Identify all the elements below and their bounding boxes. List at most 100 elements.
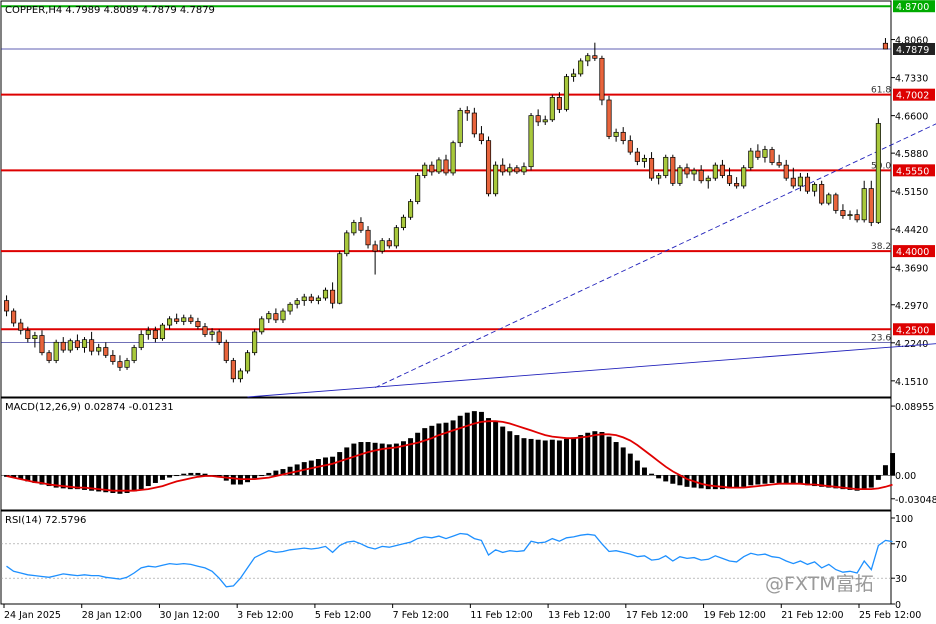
macd-histogram-bar: [131, 475, 137, 492]
macd-histogram-bar: [400, 441, 406, 476]
candle-bull: [301, 296, 307, 301]
macd-histogram-bar: [861, 475, 867, 490]
macd-histogram-bar: [571, 437, 577, 476]
price-panel-title: COPPER,H4 4.7989 4.8089 4.7879 4.7879: [5, 5, 215, 16]
macd-histogram-bar: [74, 475, 80, 490]
candle-bear: [556, 97, 562, 110]
macd-histogram-bar: [805, 475, 810, 486]
macd-histogram-bar: [25, 475, 31, 482]
macd-histogram-bar: [53, 475, 59, 488]
macd-histogram-bar: [429, 425, 435, 476]
macd-histogram-bar: [882, 465, 888, 476]
candle-bear: [819, 184, 825, 204]
macd-histogram-bar: [649, 473, 655, 476]
price-plot-area: [0, 0, 892, 398]
candle-bull: [450, 142, 456, 174]
candle-bull: [861, 188, 867, 221]
candle-bear: [649, 158, 655, 179]
time-axis-label: 21 Feb 12:00: [781, 610, 843, 621]
macd-histogram-bar: [500, 426, 506, 476]
candle-bull: [663, 156, 669, 176]
macd-histogram-bar: [124, 475, 130, 494]
macd-histogram-bar: [96, 475, 102, 492]
price-axis-label: 4.5150: [895, 187, 928, 198]
candle-bull: [393, 227, 399, 247]
price-axis-label: 4.6600: [895, 112, 928, 123]
candle-bull: [237, 370, 243, 380]
candle-bull: [315, 297, 321, 301]
candle-bear: [273, 313, 279, 321]
rsi-axis-label: 70: [895, 540, 907, 551]
macd-histogram-bar: [195, 472, 201, 476]
candle-bear: [620, 131, 626, 141]
macd-panel: 0.08955 0.00 -0.03048: [0, 397, 936, 511]
macd-histogram-bar: [471, 411, 477, 476]
candle-bull: [209, 331, 215, 335]
macd-histogram-bar: [358, 442, 364, 476]
price-tag-box: [893, 245, 935, 258]
macd-axis-label: -0.03048: [895, 495, 936, 506]
candle-bull: [578, 60, 584, 75]
candle-bull: [181, 317, 187, 322]
price-axis-label: 4.8060: [895, 36, 928, 47]
macd-histogram-bar: [727, 475, 733, 489]
macd-histogram-bar: [415, 432, 421, 476]
macd-histogram-bar: [634, 460, 640, 476]
time-axis: 24 Jan 2025 28 Jan 12:00 30 Jan 12:00 3 Feb…: [3, 604, 921, 621]
macd-histogram-bar: [627, 453, 633, 476]
candle-bear: [39, 335, 45, 354]
macd-histogram-bar: [641, 467, 647, 476]
candle-bull: [762, 149, 768, 158]
macd-histogram-bar: [436, 423, 442, 476]
macd-histogram-bar: [46, 475, 52, 487]
candle-bear: [103, 347, 109, 356]
macd-histogram-bar: [372, 442, 378, 476]
candle-bear: [60, 341, 66, 351]
candle-bear: [188, 317, 194, 322]
macd-histogram-bar: [741, 475, 747, 487]
candle-bear: [734, 183, 740, 187]
candle-bear: [514, 167, 520, 173]
macd-histogram-bar: [847, 475, 853, 490]
price-axis-label: 4.3690: [895, 263, 928, 274]
time-axis-label: 19 Feb 12:00: [704, 610, 766, 621]
candle-bull: [656, 175, 662, 179]
time-axis-label: 3 Feb 12:00: [237, 610, 293, 621]
macd-histogram-bar: [181, 473, 187, 476]
candle-bear: [471, 112, 477, 135]
macd-histogram-bar: [542, 440, 548, 476]
candle-bear: [386, 240, 392, 247]
macd-histogram-bar: [386, 444, 392, 476]
candle-bear: [840, 210, 846, 217]
candle-bear: [882, 42, 889, 50]
macd-histogram-bar: [486, 418, 492, 476]
macd-signal-line: [6, 420, 893, 492]
rsi-axis-label: 0: [895, 600, 901, 611]
macd-histogram-bar: [776, 475, 782, 483]
price-tag-label: 4.7002: [896, 91, 929, 102]
macd-histogram-bar: [790, 475, 796, 484]
macd-histogram-bar: [103, 475, 109, 493]
candle-bull: [266, 313, 272, 320]
candle-bear: [606, 99, 612, 137]
candle-bear: [868, 188, 874, 223]
candle-bull: [705, 177, 711, 182]
rsi-panel-title: RSI(14) 72.5796: [5, 515, 86, 526]
macd-histogram-bar: [337, 452, 343, 476]
candle-bull: [408, 201, 414, 218]
macd-histogram-bar: [507, 431, 513, 476]
candle-bull: [677, 167, 683, 184]
candle-bull: [542, 119, 548, 123]
macd-histogram-bar: [323, 457, 328, 476]
candle-bull: [422, 164, 428, 176]
candle-bull: [797, 176, 803, 187]
candle-bull: [748, 150, 754, 169]
macd-histogram-bar: [698, 475, 704, 489]
macd-histogram-bar: [365, 442, 371, 476]
candle-bear: [89, 339, 95, 352]
candle-bear: [11, 310, 17, 324]
candle-bull: [507, 167, 513, 173]
macd-histogram-bar: [159, 475, 165, 480]
price-tag-box: [893, 164, 935, 177]
